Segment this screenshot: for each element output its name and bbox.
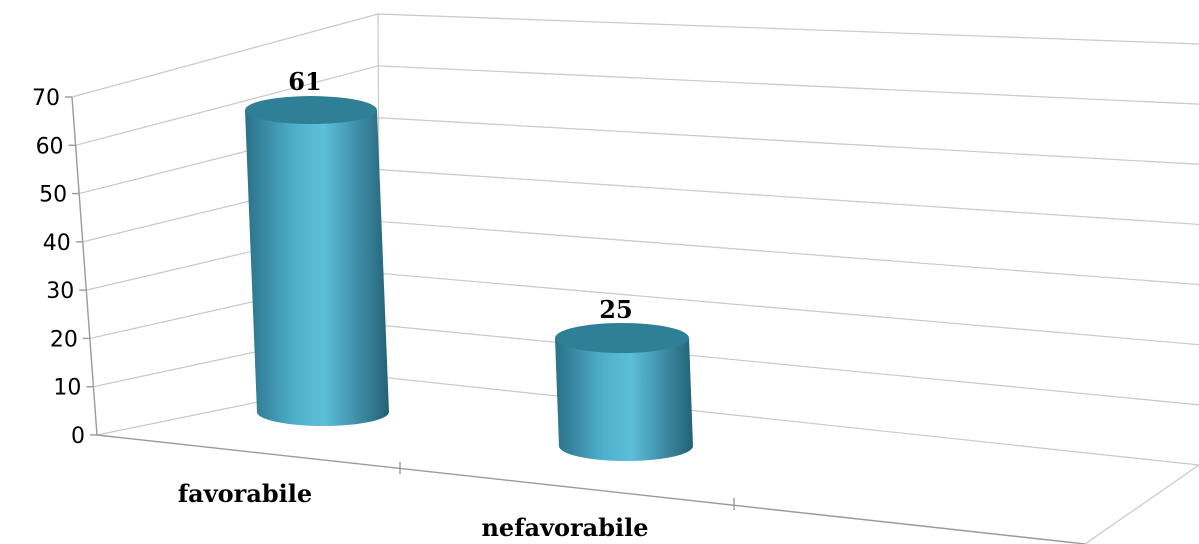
bar-body (555, 338, 693, 461)
bar-top (245, 96, 377, 125)
bars (245, 96, 693, 461)
bar-top (555, 323, 689, 353)
category-label: nefavorabile (481, 513, 648, 542)
y-tick-label: 0 (71, 424, 85, 449)
data-labels: 61 25 (288, 67, 632, 324)
category-labels: favorabile nefavorabile (178, 479, 649, 542)
y-tick-label: 40 (43, 231, 71, 256)
y-tick-label: 60 (36, 134, 64, 159)
y-axis-line (71, 96, 98, 436)
y-tick-label: 50 (39, 183, 67, 208)
bar-favorabile (245, 96, 389, 427)
x-axis-line (96, 434, 1086, 544)
gridline (71, 13, 1199, 98)
data-label: 25 (599, 295, 632, 324)
y-tick-label: 30 (46, 279, 74, 304)
category-label: favorabile (178, 479, 312, 508)
floor-right-edge (1084, 464, 1199, 544)
bar-body (245, 110, 389, 427)
gridline (75, 65, 1199, 146)
data-label: 61 (288, 67, 321, 96)
y-tick-label: 10 (53, 376, 81, 401)
y-tick-label: 20 (50, 327, 78, 352)
bar-nefavorabile (555, 323, 693, 461)
y-axis-ticks: 0 10 20 30 40 50 60 70 (32, 86, 97, 449)
y-tick-label: 70 (32, 86, 60, 111)
axes (71, 96, 1199, 544)
